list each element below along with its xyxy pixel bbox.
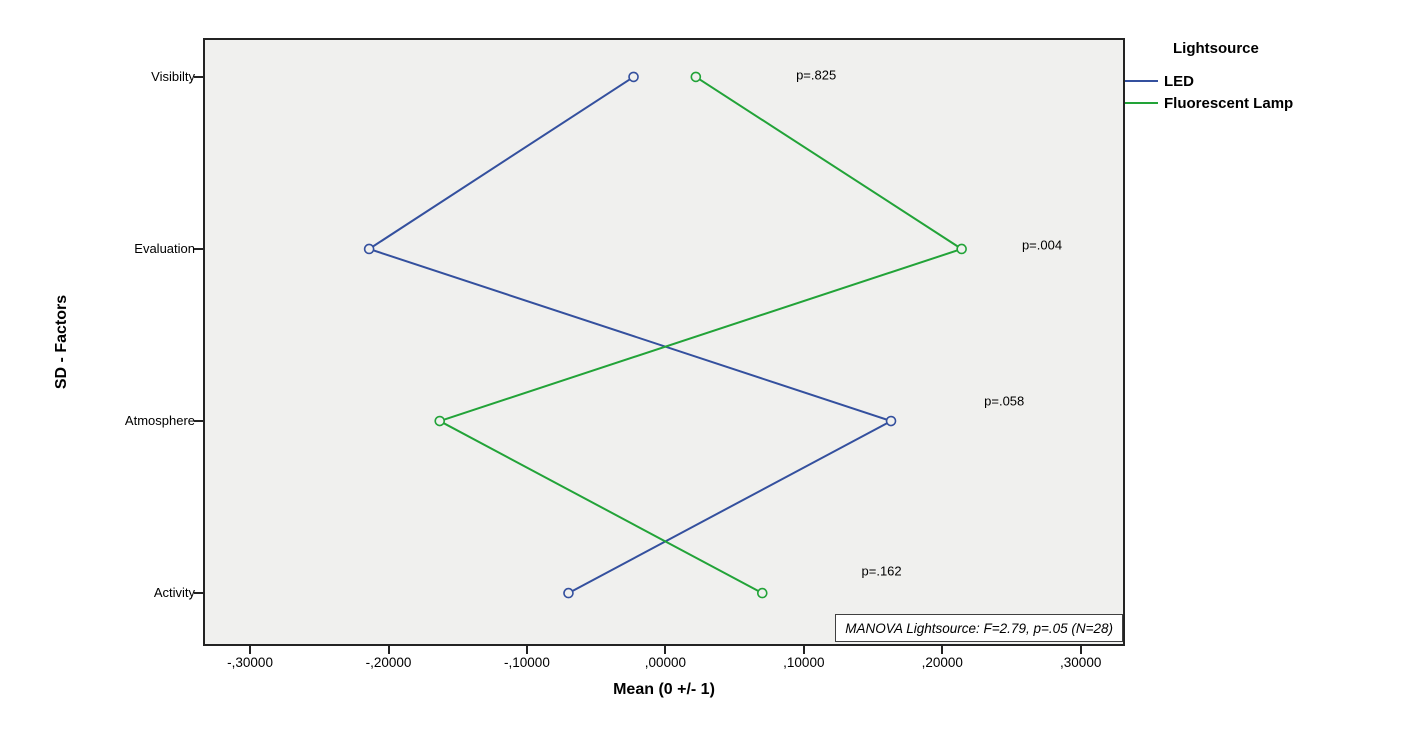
- series-line-fluorescent-lamp: [437, 76, 964, 594]
- y-category-label-activity: Activity: [153, 585, 195, 601]
- x-tick-label: ,10000: [783, 655, 825, 670]
- legend-item-fluorescent-lamp: Fluorescent Lamp: [1125, 92, 1410, 114]
- x-tick-label: -,20000: [365, 655, 412, 670]
- plot-area: p=.825 p=.004 p=.058 p=.162 MANOVA Lightsou…: [203, 38, 1125, 646]
- x-tick-label: ,20000: [921, 655, 963, 670]
- manova-note: MANOVA Lightsource: F=2.79, p=.05 (N=28): [835, 614, 1123, 642]
- p-value-annotation: p=.162: [861, 563, 902, 579]
- x-tick-mark: [664, 646, 667, 654]
- y-category-label-atmosphere: Atmosphere: [124, 413, 195, 429]
- data-point-marker-led: [885, 415, 897, 427]
- x-tick-mark: [941, 646, 944, 654]
- y-axis-title: SD - Factors: [53, 294, 70, 390]
- y-tick-mark: [194, 420, 203, 423]
- legend-title: Lightsource: [1173, 40, 1259, 57]
- y-tick-mark: [194, 592, 203, 595]
- data-point-marker-fluorescent-lamp: [690, 71, 702, 83]
- legend-item-led: LED: [1125, 70, 1410, 92]
- x-tick-label: -,30000: [227, 655, 273, 670]
- series-line-led: [366, 76, 894, 594]
- x-tick-mark: [1079, 646, 1082, 654]
- p-value-annotation: p=.825: [796, 67, 837, 83]
- legend-label: Fluorescent Lamp: [1164, 94, 1294, 112]
- data-point-marker-led: [563, 587, 574, 599]
- legend-color-line-fluorescent-lamp: [1125, 102, 1158, 104]
- y-category-label-evaluation: Evaluation: [134, 240, 195, 256]
- x-tick-label: ,00000: [644, 655, 687, 670]
- legend-color-line-led: [1125, 80, 1158, 82]
- x-tick-mark: [387, 646, 390, 654]
- data-point-marker-fluorescent-lamp: [756, 587, 768, 599]
- p-value-annotation: p=.058: [984, 393, 1025, 409]
- data-point-marker-fluorescent-lamp: [956, 243, 967, 255]
- p-value-annotation: p=.004: [1021, 237, 1063, 253]
- legend: Lightsource LED Fluorescent Lamp: [1125, 40, 1410, 114]
- y-category-label-visibilty: Visibilty: [151, 68, 195, 84]
- x-tick-label: ,30000: [1060, 655, 1102, 670]
- x-tick-mark: [249, 646, 252, 654]
- legend-label: LED: [1164, 72, 1194, 90]
- data-point-marker-led: [363, 243, 375, 255]
- series-lines-canvas: [363, 71, 967, 599]
- y-tick-mark: [194, 75, 203, 78]
- x-tick-mark: [525, 646, 528, 654]
- x-axis-title: Mean (0 +/- 1): [613, 681, 715, 698]
- data-point-marker-fluorescent-lamp: [434, 415, 446, 427]
- x-tick-mark: [802, 646, 805, 654]
- data-point-marker-led: [628, 71, 639, 83]
- x-tick-label: -,10000: [504, 655, 550, 670]
- y-tick-mark: [194, 247, 203, 250]
- legend-items: LED Fluorescent Lamp: [1125, 70, 1410, 114]
